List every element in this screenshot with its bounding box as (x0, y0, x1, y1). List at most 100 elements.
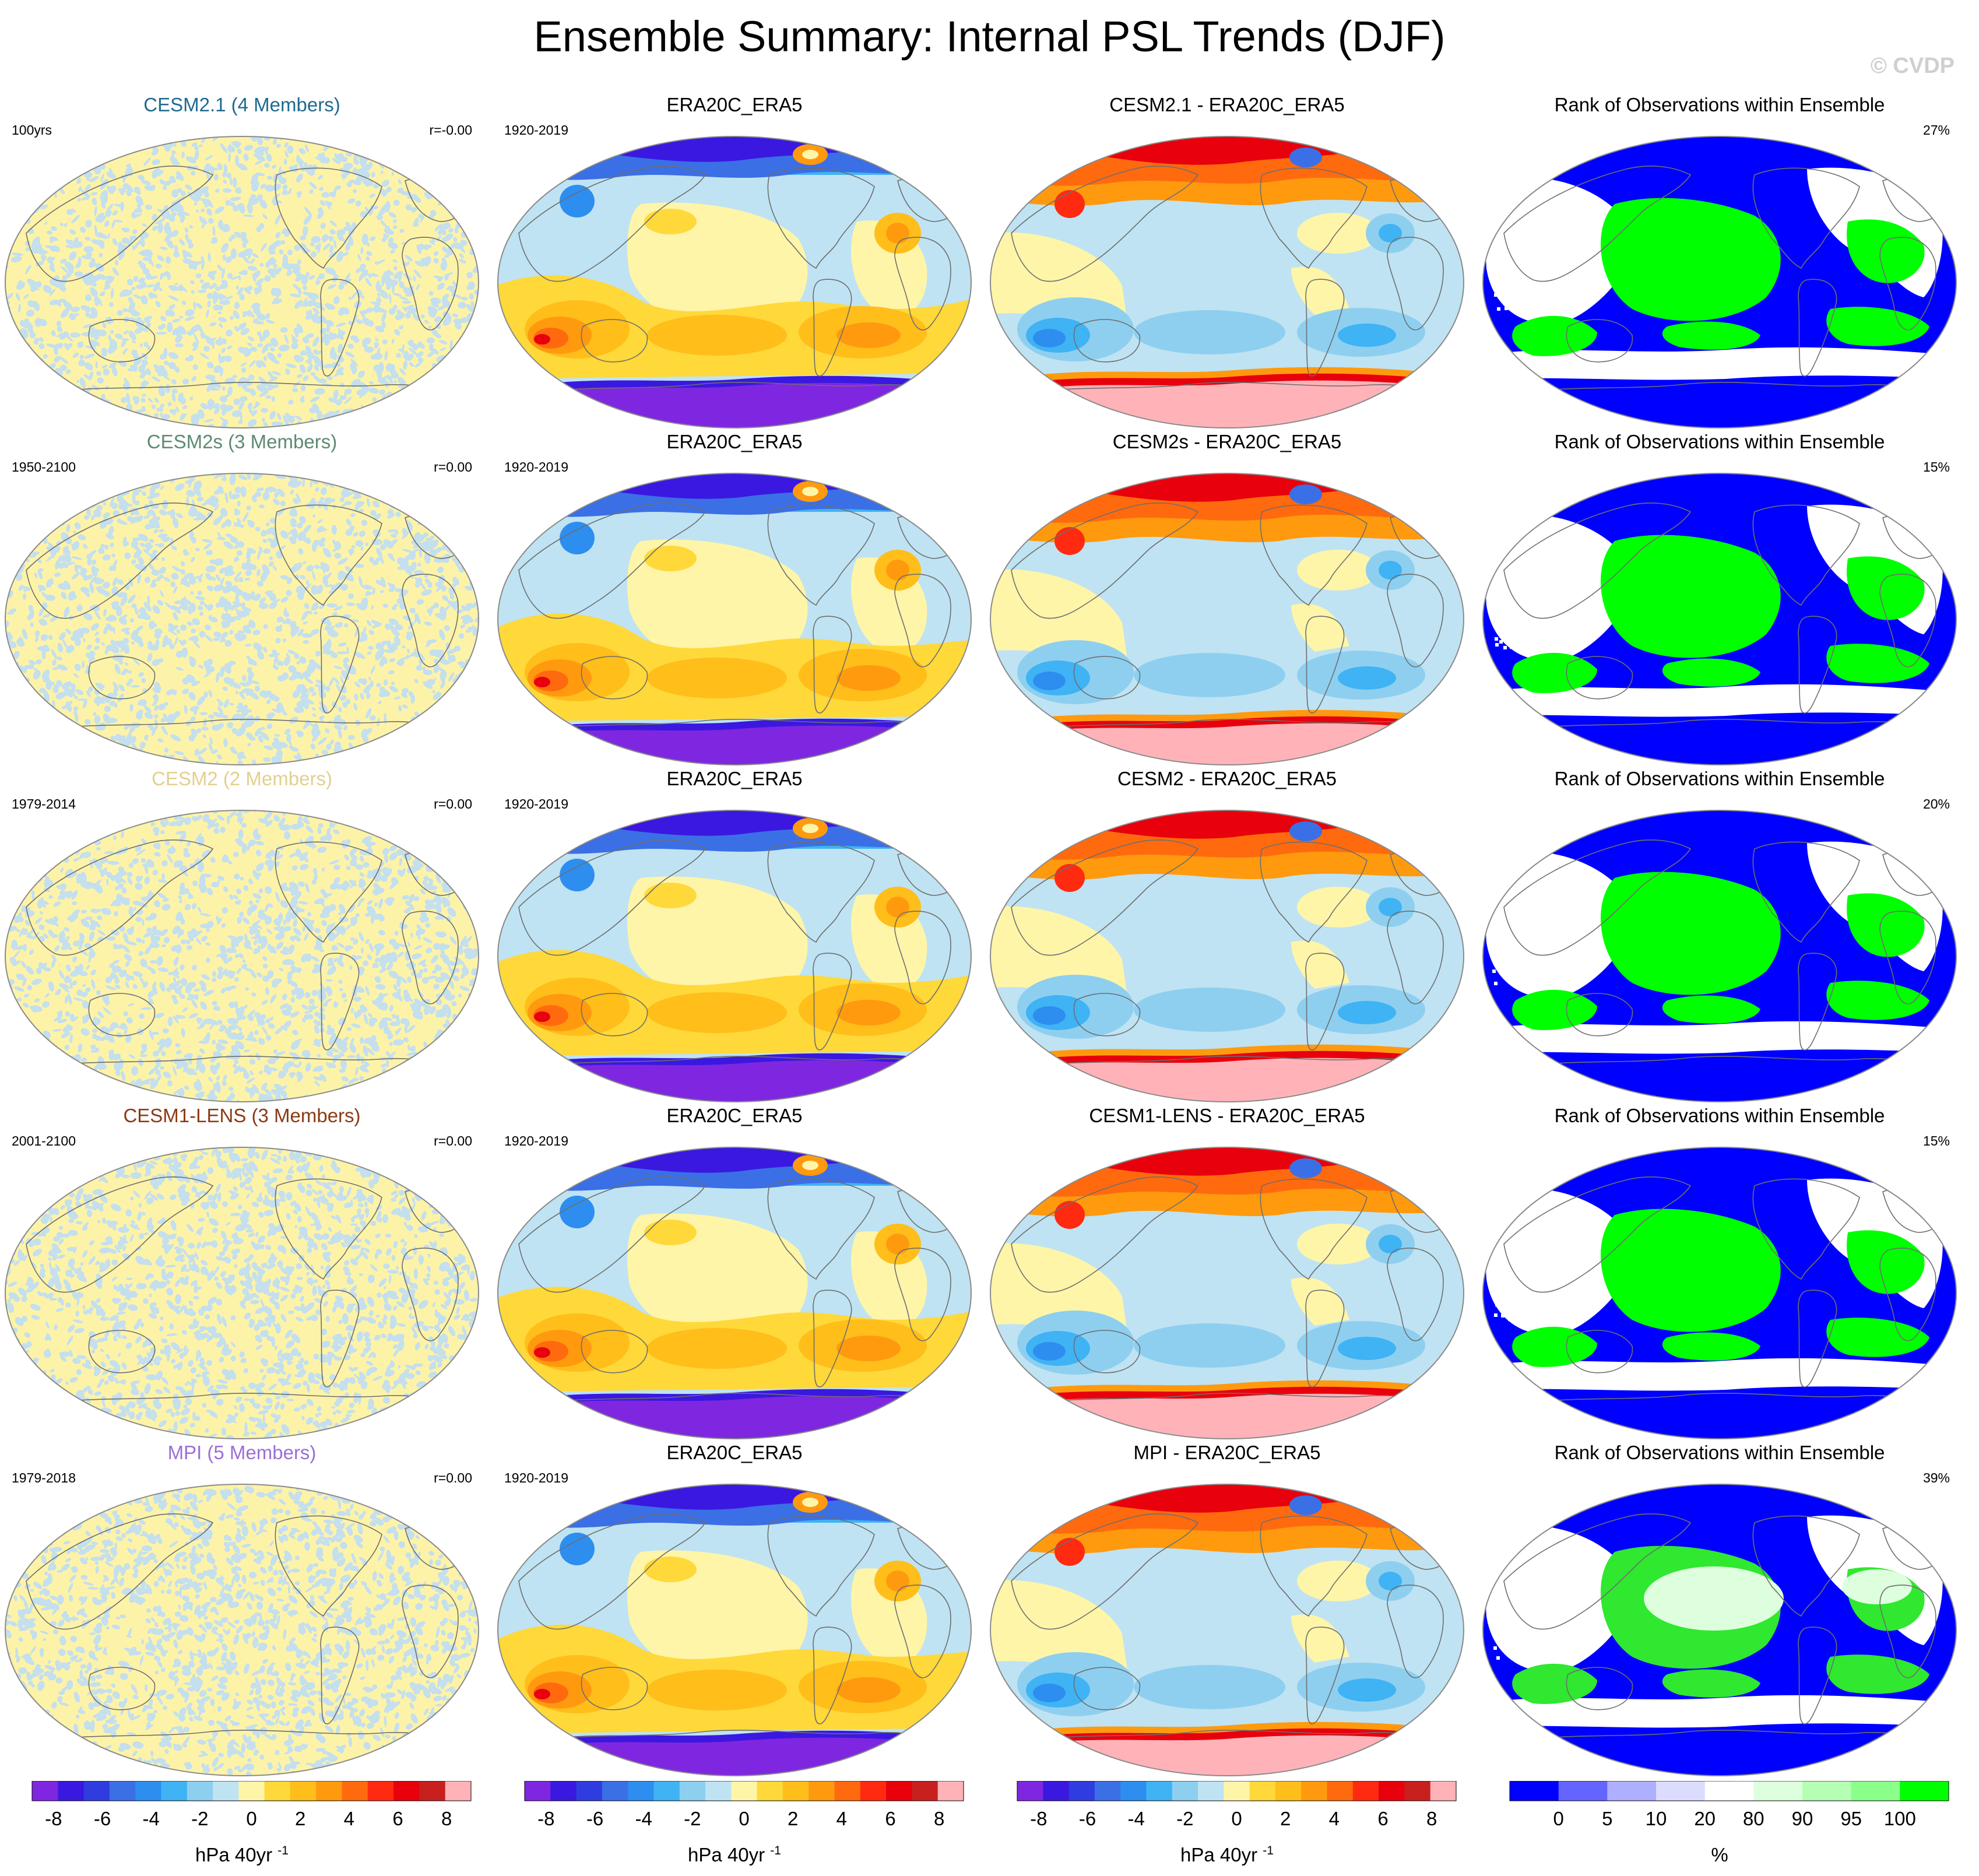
colorbar-swatch (393, 1781, 420, 1801)
colorbar-swatch (187, 1781, 213, 1801)
diff-map (990, 1147, 1464, 1439)
colorbar-swatch (550, 1781, 577, 1801)
colorbar-tick-label: -4 (143, 1808, 160, 1829)
colorbar-swatch (705, 1781, 732, 1801)
period-label: 1979-2018 (12, 1470, 76, 1485)
colorbar-tick-label: -6 (94, 1808, 111, 1829)
colorbar-swatch (809, 1781, 835, 1801)
rank-map (1482, 1484, 1957, 1776)
diff-map (990, 473, 1464, 765)
model-trend-panel: CESM2.1 (4 Members) 100yrs r=-0.00 (0, 93, 484, 430)
model-trend-panel: CESM2 (2 Members) 1979-2014 r=0.00 (0, 767, 484, 1104)
colorbar-swatch (1198, 1781, 1224, 1801)
obs-trend-map (497, 810, 972, 1102)
colorbar-swatch (912, 1781, 938, 1801)
rank-percent-label: 39% (1922, 1470, 1950, 1485)
model-trend-panel: MPI (5 Members) 1979-2018 r=0.00 (0, 1441, 484, 1778)
colorbar-swatch (264, 1781, 291, 1801)
colorbar-tick-label: -8 (1030, 1808, 1047, 1829)
obs-period-label: 1920-2019 (504, 459, 568, 475)
cvdp-watermark: © CVDP (1870, 54, 1955, 78)
rank-map (1482, 1147, 1957, 1439)
model-title: MPI (5 Members) (167, 1442, 317, 1463)
model-trend-map (5, 1147, 479, 1439)
colorbar-tick-label: 95 (1840, 1808, 1862, 1829)
colorbar-swatch (1656, 1781, 1706, 1801)
colorbar-swatch (161, 1781, 188, 1801)
colorbar-tick-label: 0 (1553, 1808, 1564, 1829)
colorbar-swatch (1068, 1781, 1095, 1801)
coastlines (1503, 166, 1948, 396)
obs-trend-panel: ERA20C_ERA5 1920-2019 (493, 1441, 976, 1778)
colorbar-tick-label: -6 (586, 1808, 603, 1829)
obs-title: ERA20C_ERA5 (666, 1105, 803, 1126)
colorbar-tick-label: 8 (1426, 1808, 1437, 1829)
trend-colorbar: -8 -6 -4 -2 0 2 4 6 8 hPa 40yr -1 (0, 1781, 484, 1874)
colorbar-swatch (213, 1781, 239, 1801)
colorbar-swatches: -8 -6 -4 -2 0 2 4 6 8 (524, 1781, 964, 1829)
obs-trend-map (497, 136, 972, 428)
colorbar-swatch (1327, 1781, 1354, 1801)
colorbar-tick-label: 80 (1743, 1808, 1764, 1829)
colorbar-swatches: 0 5 10 20 80 90 95 100 (1509, 1781, 1949, 1829)
rank-panel: Rank of Observations within Ensemble 20% (1478, 767, 1962, 1104)
colorbar-swatch (109, 1781, 136, 1801)
colorbar-tick-label: 90 (1792, 1808, 1813, 1829)
rank-percent-label: 15% (1922, 459, 1950, 475)
rank-panel: Rank of Observations within Ensemble 27% (1478, 93, 1962, 430)
coastlines (26, 839, 470, 1070)
diff-panel: CESM2s - ERA20C_ERA5 (985, 430, 1469, 767)
colorbar-swatch (1753, 1781, 1803, 1801)
diff-title: CESM2s - ERA20C_ERA5 (1112, 431, 1342, 452)
diff-title: CESM2 - ERA20C_ERA5 (1117, 768, 1337, 789)
colorbar-swatch (1275, 1781, 1302, 1801)
model-trend-map (5, 1484, 479, 1776)
obs-trend-panel: ERA20C_ERA5 1920-2019 (493, 93, 976, 430)
colorbar-swatch (58, 1781, 85, 1801)
colorbar-swatch (937, 1781, 964, 1801)
colorbar-swatch (1802, 1781, 1852, 1801)
colorbar-swatch (1900, 1781, 1949, 1801)
model-title: CESM2.1 (4 Members) (143, 94, 340, 115)
obs-period-label: 1920-2019 (504, 1133, 568, 1148)
correlation-label: r=-0.00 (429, 122, 472, 138)
diff-map (990, 810, 1464, 1102)
correlation-label: r=0.00 (434, 796, 472, 811)
model-title: CESM2 (2 Members) (152, 768, 332, 789)
obs-title: ERA20C_ERA5 (666, 768, 803, 789)
rank-title: Rank of Observations within Ensemble (1554, 1442, 1885, 1463)
obs-title: ERA20C_ERA5 (666, 1442, 803, 1463)
colorbar-tick-label: 4 (836, 1808, 847, 1829)
colorbar-swatch (445, 1781, 472, 1801)
period-label: 1950-2100 (12, 459, 76, 475)
colorbar-tick-label: -8 (537, 1808, 554, 1829)
obs-trend-panel: ERA20C_ERA5 1920-2019 (493, 767, 976, 1104)
colorbar-swatch (576, 1781, 603, 1801)
model-trend-panel: CESM2s (3 Members) 1950-2100 r=0.00 (0, 430, 484, 767)
model-title: CESM2s (3 Members) (146, 431, 338, 452)
colorbar-swatch (1043, 1781, 1070, 1801)
colorbar-swatch (1146, 1781, 1173, 1801)
diff-panel: CESM2.1 - ERA20C_ERA5 (985, 93, 1469, 430)
colorbar-swatch (342, 1781, 368, 1801)
rank-percent-label: 27% (1922, 122, 1950, 138)
colorbar-tick-label: -8 (45, 1808, 62, 1829)
figure-title: Ensemble Summary: Internal PSL Trends (D… (533, 12, 1446, 61)
model-trend-map (5, 473, 479, 765)
colorbar-units-label: hPa 40yr -1 (688, 1844, 781, 1866)
colorbar-swatch (860, 1781, 887, 1801)
colorbar-swatch (525, 1781, 551, 1801)
colorbar-units-label: hPa 40yr -1 (1180, 1844, 1274, 1866)
colorbar-tick-label: -4 (1128, 1808, 1145, 1829)
colorbar-tick-label: -2 (684, 1808, 701, 1829)
colorbar-swatch (679, 1781, 706, 1801)
colorbar-swatch (602, 1781, 628, 1801)
correlation-label: r=0.00 (434, 1470, 472, 1485)
colorbar-tick-label: 6 (392, 1808, 403, 1829)
obs-trend-map (497, 1147, 972, 1439)
model-trend-panel: CESM1-LENS (3 Members) 2001-2100 r=0.00 (0, 1104, 484, 1441)
model-trend-map (5, 810, 479, 1102)
colorbar-swatch (1120, 1781, 1147, 1801)
colorbar-swatch (886, 1781, 912, 1801)
colorbar-swatch (1094, 1781, 1121, 1801)
